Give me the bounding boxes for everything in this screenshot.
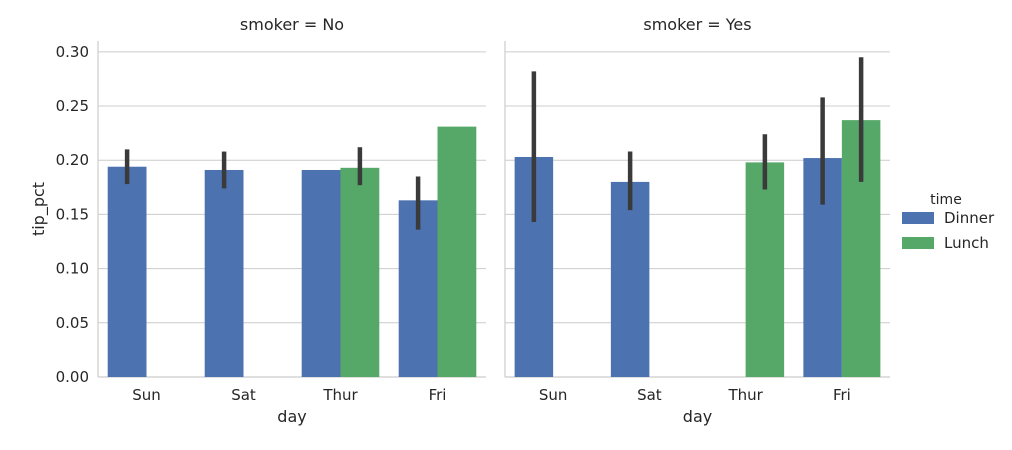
y-tick-label: 0.05 [56, 314, 89, 332]
x-axis-label: day [683, 407, 712, 426]
x-tick-label: Sat [231, 386, 256, 404]
bar-dinner [301, 169, 341, 377]
bar-lunch [437, 126, 477, 377]
x-tick-label: Sun [539, 386, 568, 404]
x-tick-label: Sat [637, 386, 662, 404]
y-axis-label: tip_pct [29, 182, 49, 236]
facet-title: smoker = Yes [643, 15, 751, 34]
y-tick-label: 0.25 [56, 97, 89, 115]
x-axis-label: day [277, 407, 306, 426]
x-tick-label: Fri [429, 386, 447, 404]
x-tick-label: Sun [132, 386, 161, 404]
legend-label-lunch: Lunch [944, 234, 989, 252]
y-tick-label: 0.00 [56, 368, 89, 386]
x-tick-label: Thur [727, 386, 763, 404]
legend-label-dinner: Dinner [944, 209, 995, 227]
y-tick-label: 0.30 [56, 43, 89, 61]
y-tick-label: 0.10 [56, 260, 89, 278]
y-tick-label: 0.15 [56, 205, 89, 223]
bar-dinner [107, 166, 147, 377]
facet-title: smoker = No [240, 15, 344, 34]
bar-lunch [340, 167, 380, 377]
legend-title: time [930, 192, 962, 208]
y-tick-label: 0.20 [56, 151, 89, 169]
bar-dinner [204, 169, 244, 377]
bar-dinner [398, 200, 438, 377]
bar-dinner [610, 181, 650, 377]
legend-swatch-lunch [902, 237, 934, 249]
bar-lunch [745, 162, 785, 377]
legend-swatch-dinner [902, 212, 934, 224]
x-tick-label: Thur [322, 386, 358, 404]
x-tick-label: Fri [833, 386, 851, 404]
